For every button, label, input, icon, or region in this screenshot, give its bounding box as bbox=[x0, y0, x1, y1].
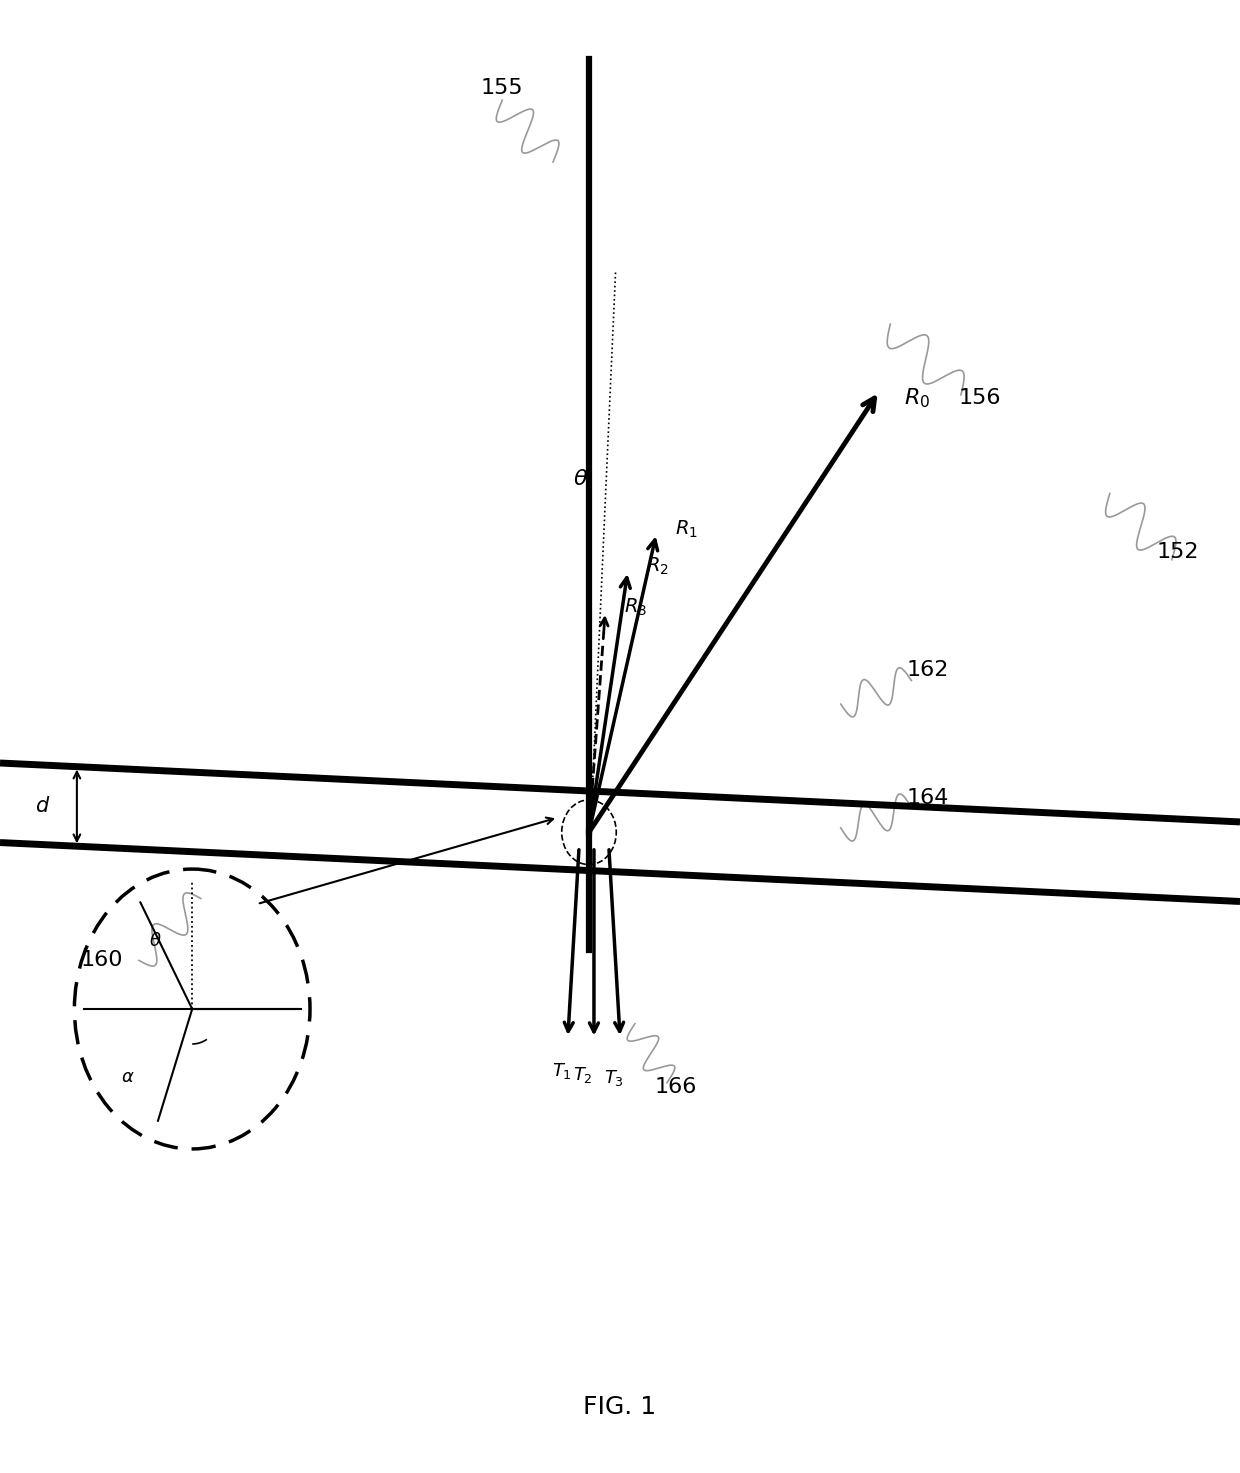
Text: 156: 156 bbox=[959, 387, 1001, 408]
Text: 160: 160 bbox=[81, 950, 123, 971]
Text: $T_2$: $T_2$ bbox=[573, 1065, 593, 1086]
Text: $T_3$: $T_3$ bbox=[604, 1068, 624, 1089]
Text: 152: 152 bbox=[1157, 542, 1199, 563]
Text: 162: 162 bbox=[906, 660, 949, 681]
Text: $R_0$: $R_0$ bbox=[904, 387, 930, 411]
Text: $T_1$: $T_1$ bbox=[552, 1061, 572, 1081]
Text: $R_2$: $R_2$ bbox=[646, 557, 670, 577]
Text: FIG. 1: FIG. 1 bbox=[584, 1395, 656, 1418]
Text: $R_1$: $R_1$ bbox=[675, 518, 698, 539]
Text: $\alpha$: $\alpha$ bbox=[120, 1068, 134, 1086]
Text: $\theta$: $\theta$ bbox=[573, 468, 588, 489]
Text: 155: 155 bbox=[481, 78, 523, 99]
Text: 166: 166 bbox=[655, 1077, 697, 1097]
Text: $\theta$: $\theta$ bbox=[149, 932, 161, 950]
Text: $R_3$: $R_3$ bbox=[624, 597, 647, 619]
Text: 164: 164 bbox=[906, 788, 949, 809]
Text: d: d bbox=[36, 797, 48, 816]
